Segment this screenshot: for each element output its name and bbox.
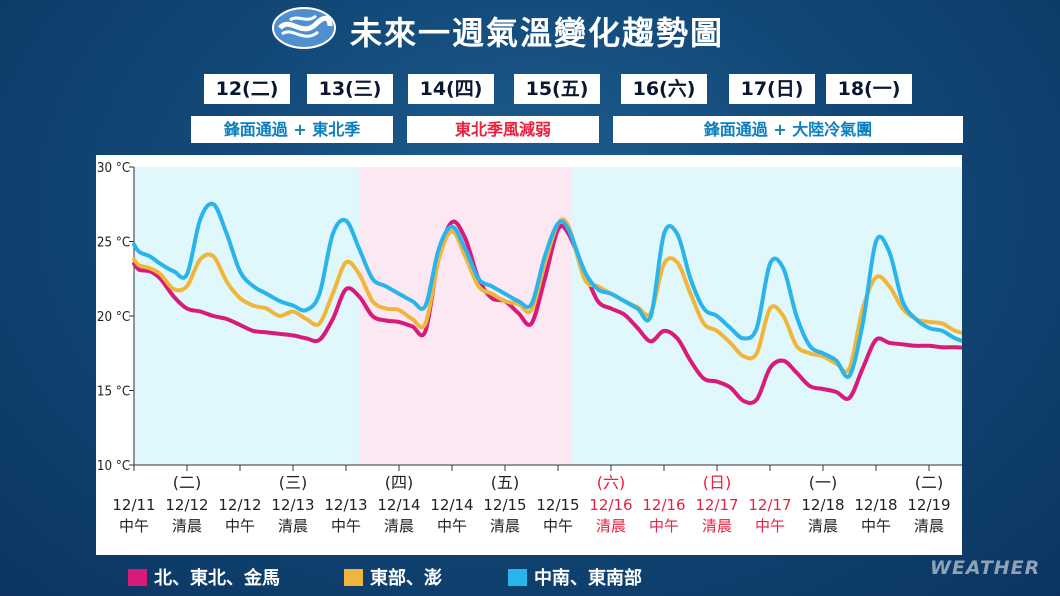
x-tick-date: 12/18 (801, 496, 844, 514)
series-line-2 (132, 201, 962, 379)
legend-label: 東部、澎 (370, 568, 442, 589)
y-tick-label: 30 °C (97, 160, 131, 176)
day-label: 12(二) (204, 74, 290, 104)
chart-panel: 10 °C 15 °C 20 °C 25 °C 30 °C 12/11 中午 (二) 12/12… (96, 155, 962, 555)
x-tick-time: 中午 (861, 517, 891, 535)
x-tick-time: 中午 (649, 517, 679, 535)
x-tick-time: 清晨 (172, 517, 202, 535)
x-tick-date: 12/18 (854, 496, 897, 514)
x-tick-weekday: (六) (597, 473, 626, 492)
series-line-0 (132, 219, 962, 405)
x-tick-time: 中午 (225, 517, 255, 535)
x-tick-weekday: (二) (915, 473, 944, 492)
weather-watermark: WEATHER (930, 557, 1041, 579)
x-tick-date: 12/13 (324, 496, 367, 514)
legend-label: 北、東北、金馬 (154, 568, 280, 589)
y-tick-label: 15 °C (97, 383, 131, 399)
day-label: 15(五) (514, 74, 600, 104)
day-label: 13(三) (307, 74, 393, 104)
x-tick-date: 12/12 (218, 496, 261, 514)
x-tick-weekday: (五) (491, 473, 520, 492)
x-tick-weekday: (日) (703, 473, 732, 492)
legend-swatch (128, 568, 147, 586)
x-tick-time: 清晨 (384, 517, 414, 535)
weather-event-label: 鋒面通過 + 大陸冷氣團 (613, 116, 963, 143)
weather-event-label: 鋒面通過 + 東北季 (191, 116, 393, 143)
x-tick-date: 12/15 (536, 496, 579, 514)
y-tick-label: 20 °C (97, 309, 131, 325)
x-tick-time: 清晨 (808, 517, 838, 535)
x-tick-date: 12/16 (642, 496, 685, 514)
x-tick-date: 12/14 (377, 496, 420, 514)
day-label: 17(日) (729, 74, 815, 104)
x-tick-weekday: (三) (279, 473, 308, 492)
x-tick-time: 清晨 (490, 517, 520, 535)
legend-swatch (508, 568, 527, 586)
x-tick-time: 中午 (755, 517, 785, 535)
x-tick-time: 清晨 (914, 517, 944, 535)
x-tick-time: 中午 (543, 517, 573, 535)
x-tick-time: 中午 (437, 517, 467, 535)
day-label: 16(六) (621, 74, 707, 104)
x-tick-date: 12/12 (165, 496, 208, 514)
x-tick-date: 12/15 (483, 496, 526, 514)
x-tick-weekday: (四) (385, 473, 414, 492)
cwb-logo-icon (272, 7, 336, 49)
x-tick-time: 中午 (331, 517, 361, 535)
legend-item: 東部、澎 (344, 564, 442, 590)
x-tick-date: 12/16 (589, 496, 632, 514)
x-tick-date: 12/14 (430, 496, 473, 514)
legend-item: 中南、東南部 (508, 564, 642, 590)
x-tick-weekday: (一) (809, 473, 838, 492)
x-tick-weekday: (二) (173, 473, 202, 492)
y-tick-label: 10 °C (97, 458, 131, 474)
plot-band-pink (359, 167, 572, 465)
day-label: 14(四) (408, 74, 494, 104)
x-tick-time: 清晨 (278, 517, 308, 535)
x-tick-date: 12/17 (748, 496, 791, 514)
x-tick-time: 中午 (119, 517, 149, 535)
x-tick-time: 清晨 (702, 517, 732, 535)
temperature-chart: 10 °C 15 °C 20 °C 25 °C 30 °C 12/11 中午 (二) 12/12… (97, 160, 962, 535)
y-tick-label: 25 °C (97, 234, 131, 250)
weather-event-label: 東北季風減弱 (407, 116, 599, 143)
legend-item: 北、東北、金馬 (128, 564, 280, 590)
x-tick-date: 12/13 (271, 496, 314, 514)
x-tick-date: 12/17 (695, 496, 738, 514)
x-tick-date: 12/19 (907, 496, 950, 514)
series-line-1 (132, 217, 962, 374)
header: 未來一週氣溫變化趨勢圖 (0, 0, 1060, 60)
page-title: 未來一週氣溫變化趨勢圖 (350, 14, 725, 52)
x-tick-date: 12/11 (112, 496, 155, 514)
legend-label: 中南、東南部 (534, 568, 642, 589)
day-label: 18(一) (826, 74, 912, 104)
x-tick-time: 清晨 (596, 517, 626, 535)
legend-swatch (344, 568, 363, 586)
